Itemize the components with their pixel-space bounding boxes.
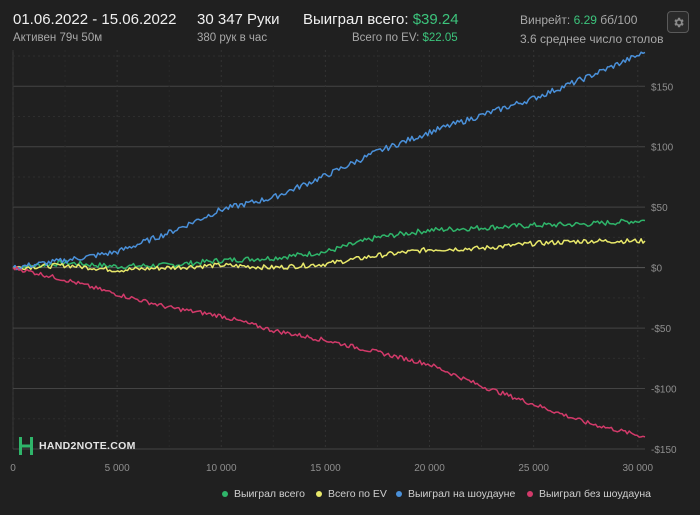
x-tick-label: 30 000 [622, 463, 653, 474]
series-line-0 [12, 218, 646, 270]
won-total-value: $39.24 [412, 11, 459, 28]
hands-count: 30 347 Руки [197, 11, 280, 28]
legend-item-showdown[interactable]: Выиграл на шоудауне [396, 488, 515, 500]
legend-dot [527, 491, 533, 497]
hand2note-logo-text: HAND2NOTE.COM [39, 440, 136, 452]
legend-dot [316, 491, 322, 497]
settings-button[interactable] [667, 11, 689, 33]
x-tick-label: 20 000 [414, 463, 445, 474]
avg-tables: 3.6 среднее число столов [520, 32, 664, 46]
legend-label: Выиграл всего [234, 488, 305, 500]
winrate-value: 6.29 [573, 13, 597, 27]
ev-total: Всего по EV: $22.05 [352, 32, 458, 44]
series-line-1 [12, 238, 646, 273]
y-tick-label: -$100 [651, 385, 677, 396]
ev-label: Всего по EV: [352, 32, 420, 44]
legend-label: Выиграл без шоудауна [539, 488, 651, 500]
legend-item-ev[interactable]: Всего по EV [316, 488, 387, 500]
y-tick-label: -$50 [651, 324, 671, 335]
gear-icon [673, 17, 684, 27]
legend-item-non-showdown[interactable]: Выиграл без шоудауна [527, 488, 651, 500]
date-range: 01.06.2022 - 15.06.2022 [13, 11, 177, 28]
ev-value: $22.05 [422, 32, 458, 44]
x-tick-label: 5 000 [105, 463, 130, 474]
y-tick-label: $100 [651, 143, 674, 154]
legend-label: Всего по EV [328, 488, 387, 500]
x-tick-label: 0 [10, 463, 16, 474]
winrate: Винрейт: 6.29 бб/100 [520, 13, 637, 27]
y-tick-label: $0 [651, 264, 663, 275]
x-tick-label: 15 000 [310, 463, 341, 474]
won-total-label: Выиграл всего: [303, 11, 409, 28]
legend-dot [222, 491, 228, 497]
y-tick-label: $150 [651, 82, 674, 93]
legend-dot [396, 491, 402, 497]
series-line-3 [12, 266, 646, 438]
hand2note-logo: HAND2NOTE.COM [18, 436, 136, 456]
x-tick-label: 25 000 [518, 463, 549, 474]
won-total: Выиграл всего: $39.24 [303, 11, 459, 28]
y-tick-label: $50 [651, 203, 668, 214]
active-time: Активен 79ч 50м [13, 32, 103, 44]
legend-label: Выиграл на шоудауне [408, 488, 516, 500]
winrate-label: Винрейт: [520, 13, 571, 27]
y-tick-label: -$150 [651, 445, 677, 456]
series-line-2 [12, 51, 646, 271]
hand2note-logo-icon [19, 437, 33, 455]
hands-per-hour: 380 рук в час [197, 32, 268, 44]
winrate-unit: бб/100 [600, 13, 638, 27]
x-tick-label: 10 000 [206, 463, 237, 474]
legend-item-won-total[interactable]: Выиграл всего [222, 488, 305, 500]
